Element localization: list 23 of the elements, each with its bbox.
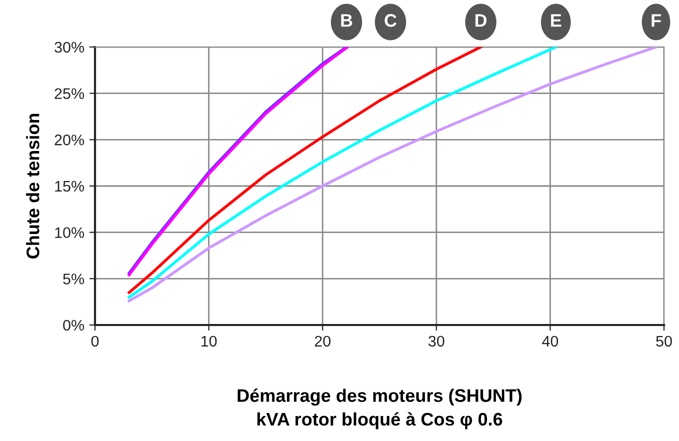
- line-series: [128, 47, 482, 294]
- x-tick-label: 50: [656, 336, 672, 347]
- y-tick-label: 25%: [54, 88, 84, 100]
- series-label: F: [652, 14, 661, 27]
- text: C: [384, 14, 397, 27]
- y-tick-label: 10%: [55, 227, 84, 238]
- x-tick-label: 0: [91, 336, 99, 347]
- x-tick-label: 20: [314, 336, 330, 347]
- y-tick-label: 20%: [54, 134, 84, 146]
- x-tick-label: 10: [201, 336, 217, 347]
- line-series: [128, 47, 558, 299]
- x-axis-title: Démarrage des moteurs (SHUNT) kVA rotor bloqué à Cos φ 0.6: [238, 388, 522, 430]
- x-tick-label: 30: [428, 336, 444, 347]
- y-tick-label: 0%: [63, 320, 84, 331]
- y-axis-title: Chute de tension: [26, 114, 40, 258]
- series-label: D: [475, 14, 487, 27]
- y-tick-label: 30%: [54, 42, 84, 53]
- y-tick-label: 5%: [63, 274, 84, 284]
- series-label: B: [341, 14, 352, 27]
- line-series: [128, 47, 658, 302]
- y-tick-label: 15%: [55, 180, 84, 192]
- series-label: E: [551, 14, 562, 27]
- x-tick-label: 40: [542, 336, 558, 347]
